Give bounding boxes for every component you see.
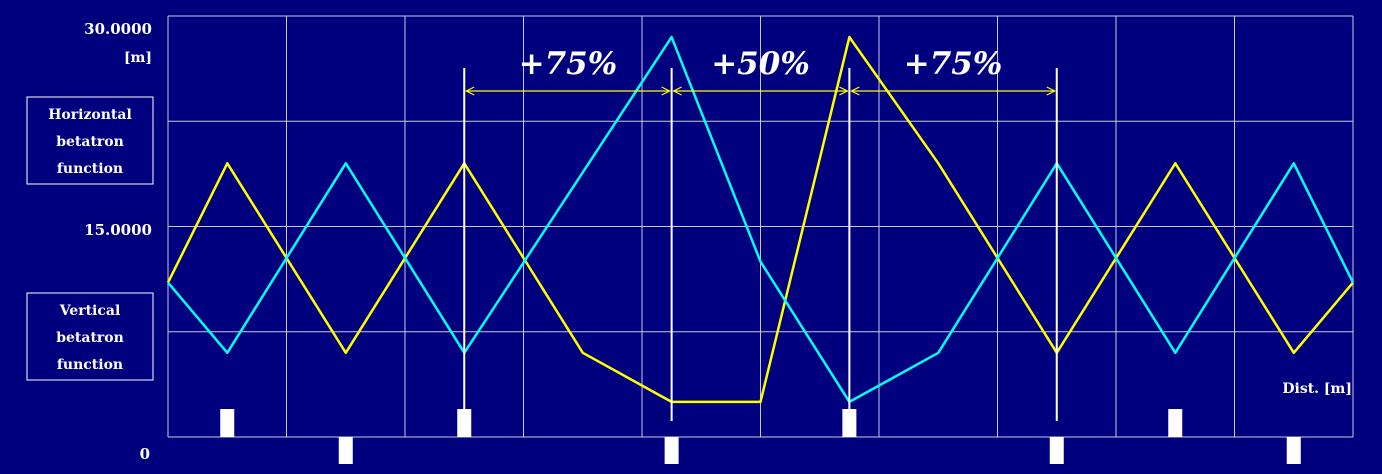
annotation-arrowhead (850, 86, 860, 96)
annotation-arrowhead (839, 86, 849, 96)
ytick-label-mid: 15.0000 (84, 221, 152, 239)
legend-horizontal: Horizontal betatron function (26, 96, 154, 185)
legend-horizontal-line1: Horizontal (48, 107, 132, 123)
series-line-yellow (166, 35, 1354, 404)
annotation-arrowhead (464, 86, 475, 96)
magnet-block-top (457, 409, 472, 437)
y-unit-label: [m] (124, 50, 152, 66)
x-axis-label: Dist. [m] (1282, 381, 1352, 397)
magnet-block-top (842, 409, 857, 437)
annotation-label: +75% (904, 46, 1003, 82)
legend-horizontal-line3: function (57, 161, 123, 177)
legend-vertical-line1: Vertical (59, 303, 121, 319)
magnet-block-top (1168, 409, 1183, 437)
legend-horizontal-line2: betatron (56, 134, 124, 150)
legend-vertical-line3: function (57, 357, 123, 373)
series-layer (166, 35, 1355, 404)
annotation-label: +75% (519, 46, 618, 82)
magnet-block-bottom (1049, 437, 1064, 464)
annotation-label: +50% (711, 46, 810, 82)
legend-vertical-box (26, 292, 154, 381)
magnet-block-bottom (1286, 437, 1301, 464)
annotation-arrowhead (661, 86, 671, 96)
series-line-cyan (167, 35, 1355, 404)
legend-horizontal-box (26, 96, 154, 185)
grid (167, 15, 1354, 438)
magnet-block-bottom (664, 437, 679, 464)
magnet-block-top (220, 409, 235, 437)
legend-vertical-line2: betatron (56, 330, 124, 346)
marker-lines (463, 68, 1058, 421)
annotation-arrowhead (1046, 86, 1057, 96)
annotation-arrowhead (672, 86, 682, 96)
annotations: +75% +50% +75% (464, 46, 1057, 96)
magnet-lattice (220, 409, 1301, 464)
magnet-block-bottom (338, 437, 353, 464)
legend-vertical: Vertical betatron function (26, 292, 154, 381)
ytick-label-bottom: 0 (140, 445, 150, 463)
ytick-label-top: 30.0000 (84, 20, 152, 38)
